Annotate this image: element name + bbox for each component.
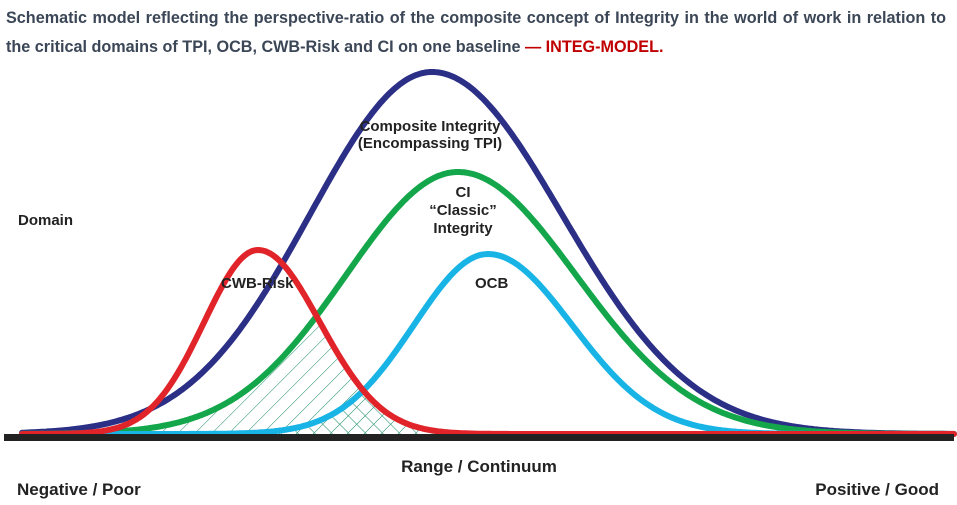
caption-highlight: — INTEG-MODEL.: [524, 38, 664, 56]
axis-label: Range / Continuum: [401, 457, 557, 476]
ci-label-line3: Integrity: [433, 220, 493, 237]
composite-label-line2: (Encompassing TPI): [358, 135, 502, 152]
right-end-label: Positive / Good: [815, 480, 939, 499]
continuum-baseline: [4, 434, 954, 441]
ci-classic-integrity-curve: [19, 169, 957, 437]
domain-label: Domain: [18, 212, 73, 229]
ocb-label: OCB: [475, 275, 509, 292]
cwb-risk-label: CWB-Risk: [221, 275, 294, 292]
composite-label-line1: Composite Integrity: [360, 118, 502, 135]
ci-label-line1: CI: [456, 184, 471, 201]
left-end-label: Negative / Poor: [17, 480, 141, 499]
figure-caption: Schematic model reflecting the perspecti…: [6, 4, 946, 62]
caption-text: Schematic model reflecting the perspecti…: [6, 9, 946, 56]
ci-label-line2: “Classic”: [429, 202, 497, 219]
